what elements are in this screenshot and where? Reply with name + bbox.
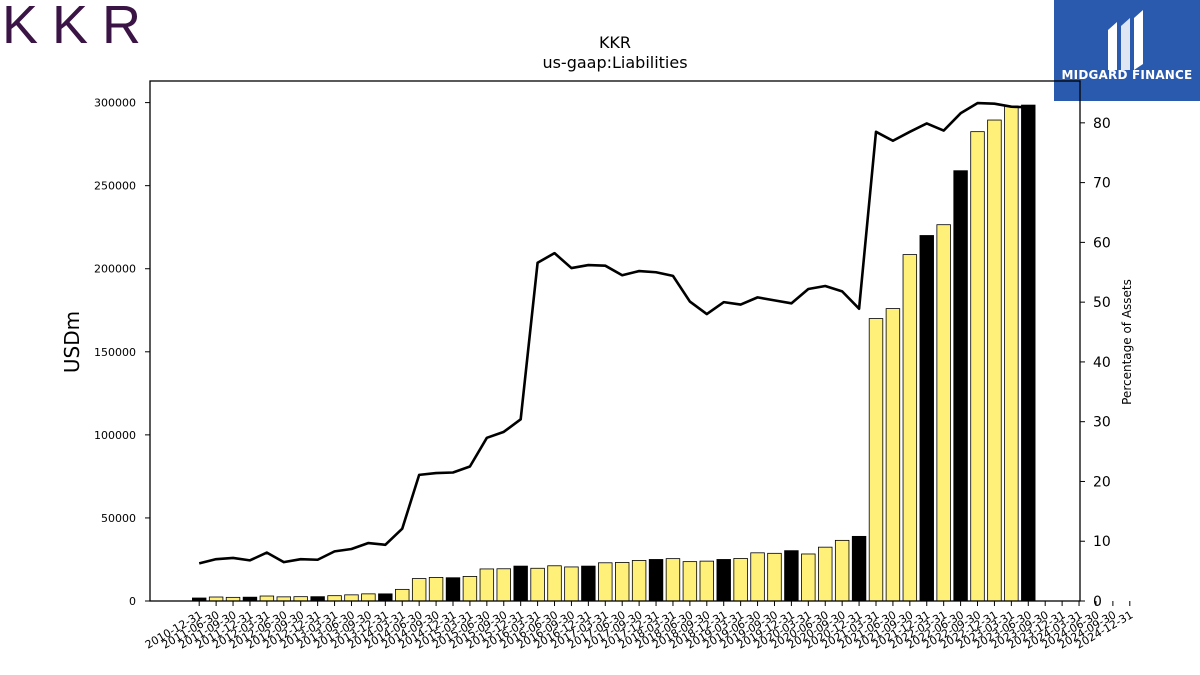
y-axis-label: USDm [60, 311, 84, 373]
bar-2015-12-31 [513, 565, 528, 602]
bar-2022-12-31 [987, 119, 1002, 602]
bars-layer [191, 104, 1036, 602]
bar-2021-06-30 [885, 308, 901, 602]
bar-2013-03-31 [327, 595, 342, 602]
bar-2023-06-30 [1021, 104, 1036, 602]
midgard-finance-logo: MIDGARD FINANCE [1054, 0, 1200, 101]
y2-tick-label-0: 0 [1093, 594, 1102, 610]
bar-2020-06-30 [818, 546, 833, 602]
y2-tick-label-50: 50 [1093, 295, 1111, 311]
bar-2013-12-31 [378, 593, 393, 602]
bar-2017-12-31 [648, 559, 664, 602]
bar-2021-12-31 [919, 235, 934, 602]
bar-2021-09-30 [902, 254, 918, 602]
bar-2017-09-30 [631, 560, 647, 602]
bar-2018-12-31 [716, 559, 731, 602]
bar-2017-06-30 [615, 562, 630, 602]
bar-2020-12-31 [851, 535, 867, 602]
bar-2015-03-31 [462, 576, 478, 602]
bar-2022-06-30 [953, 170, 968, 602]
bar-2013-09-30 [361, 593, 376, 602]
bar-2022-09-30 [970, 131, 985, 602]
y2-tick-label-80: 80 [1093, 116, 1111, 132]
bar-2018-06-30 [682, 561, 698, 602]
midgard-mark-icon [1108, 10, 1143, 70]
kkr-logo: KKR [2, 0, 156, 55]
bar-2016-12-31 [581, 565, 596, 602]
axes-layer: 0 50000 100000 150000 200000 250000 300000 0 10 2… [94, 80, 1111, 610]
bar-2014-09-30 [428, 577, 444, 602]
chart-title: KKR [599, 33, 631, 52]
bar-2015-06-30 [479, 568, 495, 602]
bar-2019-12-31 [784, 550, 799, 602]
bar-2018-09-30 [699, 560, 715, 602]
bar-2019-03-31 [733, 558, 748, 602]
bar-2014-03-31 [395, 588, 410, 602]
bar-2023-03-31 [1004, 105, 1019, 602]
bar-2015-09-30 [496, 568, 511, 602]
y2-tick-label-70: 70 [1093, 176, 1111, 192]
y-tick-label-250000: 250000 [94, 180, 136, 193]
chart-subtitle: us-gaap:Liabilities [542, 53, 687, 72]
bar-2013-06-30 [344, 594, 359, 602]
bar-2018-03-31 [665, 558, 681, 602]
y-tick-label-100000: 100000 [94, 429, 136, 442]
midgard-logo-text: MIDGARD FINANCE [1061, 68, 1193, 82]
bar-2012-03-31 [259, 595, 275, 602]
bar-2016-03-31 [530, 567, 545, 602]
y-tick-label-0: 0 [129, 595, 136, 608]
bar-2022-03-31 [936, 224, 951, 602]
y2-tick-label-40: 40 [1093, 355, 1111, 371]
bar-2020-03-31 [801, 553, 816, 602]
bar-2019-09-30 [767, 552, 782, 602]
percentage-line-layer [198, 101, 1029, 565]
y-tick-label-50000: 50000 [101, 512, 136, 525]
y-tick-label-200000: 200000 [94, 263, 136, 276]
y2-tick-label-20: 20 [1093, 474, 1111, 490]
plot-frame [149, 80, 1081, 602]
y-tick-label-300000: 300000 [94, 97, 136, 110]
x-tick-labels: 2010-12-312011-06-302011-09-302011-12-31… [143, 601, 1135, 652]
bar-2014-06-30 [411, 578, 427, 602]
bar-2021-03-31 [868, 318, 884, 602]
y2-tick-label-60: 60 [1093, 235, 1111, 251]
bar-2019-06-30 [750, 552, 765, 602]
percentage-of-assets-line [198, 101, 1029, 565]
bar-2020-09-30 [834, 539, 850, 602]
bar-2014-12-31 [445, 577, 461, 602]
bar-2016-09-30 [564, 566, 579, 602]
y-tick-label-150000: 150000 [94, 346, 136, 359]
bar-2017-03-31 [598, 562, 613, 602]
y2-axis-label: Percentage of Assets [1120, 279, 1134, 405]
y2-tick-label-30: 30 [1093, 415, 1111, 431]
y2-tick-label-10: 10 [1093, 534, 1111, 550]
bar-2016-06-30 [547, 565, 562, 602]
